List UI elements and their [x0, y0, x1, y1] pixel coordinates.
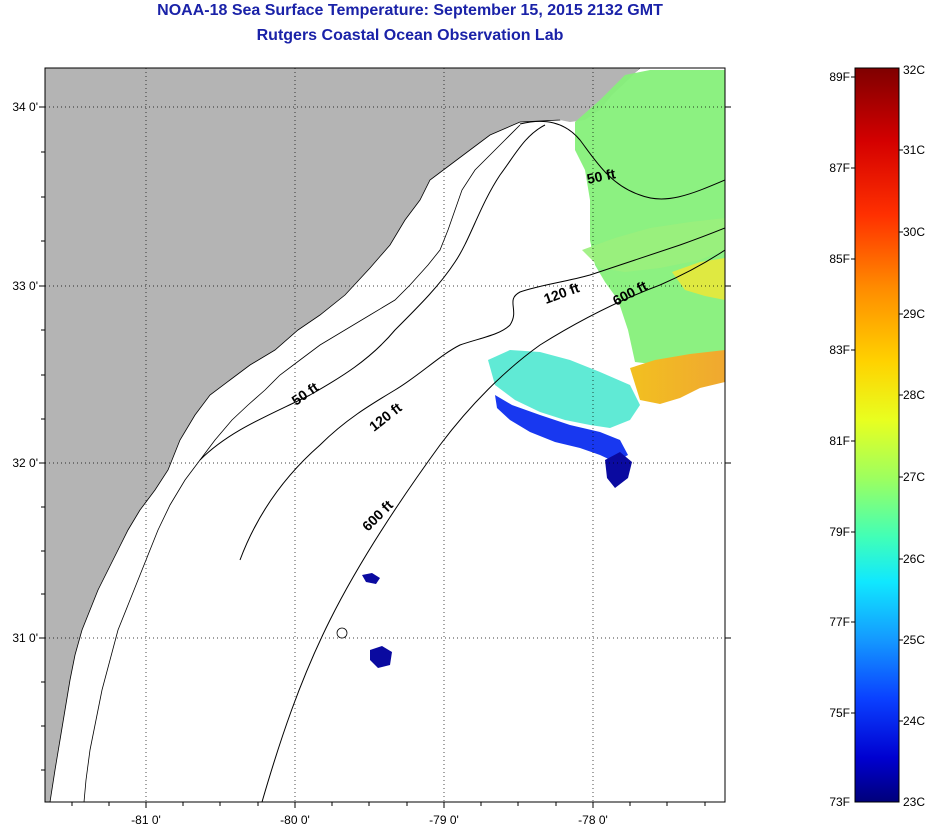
lon-label-78: -78 0'	[578, 813, 608, 827]
lat-label-33: 33 0'	[12, 279, 38, 293]
lon-label-79: -79 0'	[429, 813, 459, 827]
cbar-c-28: 28C	[903, 388, 925, 402]
colorbar	[854, 67, 900, 803]
cbar-c-31: 31C	[903, 143, 925, 157]
cbar-f-79: 79F	[829, 525, 850, 539]
cbar-c-32: 32C	[903, 63, 925, 77]
cbar-f-89: 89F	[829, 70, 850, 84]
contour-50ft-line	[199, 120, 725, 461]
coastline	[83, 124, 521, 802]
sst-green-west	[582, 218, 725, 272]
cbar-c-30: 30C	[903, 225, 925, 239]
cbar-c-25: 25C	[903, 633, 925, 647]
cbar-f-85: 85F	[829, 252, 850, 266]
lon-label-80: -80 0'	[280, 813, 310, 827]
lat-label-34: 34 0'	[12, 100, 38, 114]
map-subtitle: Rutgers Coastal Ocean Observation Lab	[256, 27, 564, 44]
cbar-c-26: 26C	[903, 552, 925, 566]
contour-label-50ft-north: 50 ft	[585, 165, 617, 187]
sst-cyan-band	[488, 350, 640, 428]
map-title: NOAA-18 Sea Surface Temperature: Septemb…	[157, 2, 663, 19]
map-frame	[44, 67, 726, 803]
graticule	[45, 68, 725, 802]
cbar-f-81: 81F	[829, 434, 850, 448]
sst-yellow-tongue	[672, 258, 725, 300]
cbar-f-77: 77F	[829, 615, 850, 629]
sst-blue-edge	[495, 395, 628, 462]
cbar-f-83: 83F	[829, 343, 850, 357]
lon-label-81: -81 0'	[131, 813, 161, 827]
axis-ticks	[39, 106, 731, 808]
cbar-c-29: 29C	[903, 307, 925, 321]
lat-label-32: 32 0'	[12, 456, 38, 470]
cbar-c-24: 24C	[903, 714, 925, 728]
cbar-f-87: 87F	[829, 161, 850, 175]
cbar-c-27: 27C	[903, 470, 925, 484]
sst-green-band	[575, 70, 725, 378]
colorbar-ticks	[851, 76, 903, 722]
contour-600ft-line	[261, 249, 725, 802]
cbar-f-75: 75F	[829, 706, 850, 720]
cbar-f-73: 73F	[829, 795, 850, 809]
contour-120ft-line	[239, 227, 725, 561]
sst-warm-patch	[630, 350, 725, 404]
lat-label-31: 31 0'	[12, 631, 38, 645]
cbar-c-23: 23C	[903, 795, 925, 809]
